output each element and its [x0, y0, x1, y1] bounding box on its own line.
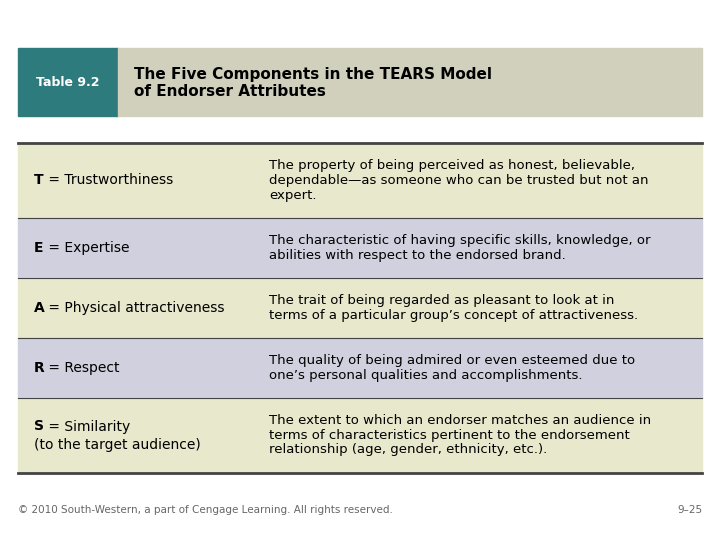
Text: © 2010 South-Western, a part of Cengage Learning. All rights reserved.: © 2010 South-Western, a part of Cengage … — [18, 505, 393, 515]
Text: = Expertise: = Expertise — [44, 241, 130, 255]
Text: 9–25: 9–25 — [677, 505, 702, 515]
Bar — [18, 143, 702, 218]
Bar — [18, 398, 702, 473]
Text: The property of being perceived as honest, believable,: The property of being perceived as hones… — [269, 159, 635, 172]
Bar — [18, 278, 702, 338]
Text: E: E — [34, 241, 43, 255]
Text: Table 9.2: Table 9.2 — [36, 76, 100, 89]
Text: = Physical attractiveness: = Physical attractiveness — [44, 301, 225, 315]
Text: of Endorser Attributes: of Endorser Attributes — [134, 84, 326, 99]
Text: R: R — [34, 361, 45, 375]
Text: expert.: expert. — [269, 188, 317, 201]
Text: A: A — [34, 301, 45, 315]
Bar — [18, 48, 118, 116]
Text: abilities with respect to the endorsed brand.: abilities with respect to the endorsed b… — [269, 249, 566, 262]
Text: terms of characteristics pertinent to the endorsement: terms of characteristics pertinent to th… — [269, 429, 630, 442]
Text: (to the target audience): (to the target audience) — [34, 438, 201, 453]
Text: T: T — [34, 173, 44, 187]
Text: S: S — [34, 420, 44, 434]
Text: relationship (age, gender, ethnicity, etc.).: relationship (age, gender, ethnicity, et… — [269, 443, 547, 456]
Bar — [18, 218, 702, 278]
Text: The Five Components in the TEARS Model: The Five Components in the TEARS Model — [134, 66, 492, 82]
Text: terms of a particular group’s concept of attractiveness.: terms of a particular group’s concept of… — [269, 309, 638, 322]
Bar — [118, 48, 702, 116]
Text: = Respect: = Respect — [44, 361, 120, 375]
Text: = Similarity: = Similarity — [44, 420, 130, 434]
Text: The quality of being admired or even esteemed due to: The quality of being admired or even est… — [269, 354, 635, 367]
Text: one’s personal qualities and accomplishments.: one’s personal qualities and accomplishm… — [269, 369, 582, 382]
Text: The characteristic of having specific skills, knowledge, or: The characteristic of having specific sk… — [269, 234, 650, 247]
Text: dependable—as someone who can be trusted but not an: dependable—as someone who can be trusted… — [269, 174, 649, 187]
Text: = Trustworthiness: = Trustworthiness — [44, 173, 174, 187]
Text: The trait of being regarded as pleasant to look at in: The trait of being regarded as pleasant … — [269, 294, 614, 307]
Text: The extent to which an endorser matches an audience in: The extent to which an endorser matches … — [269, 415, 651, 428]
Bar — [18, 338, 702, 398]
